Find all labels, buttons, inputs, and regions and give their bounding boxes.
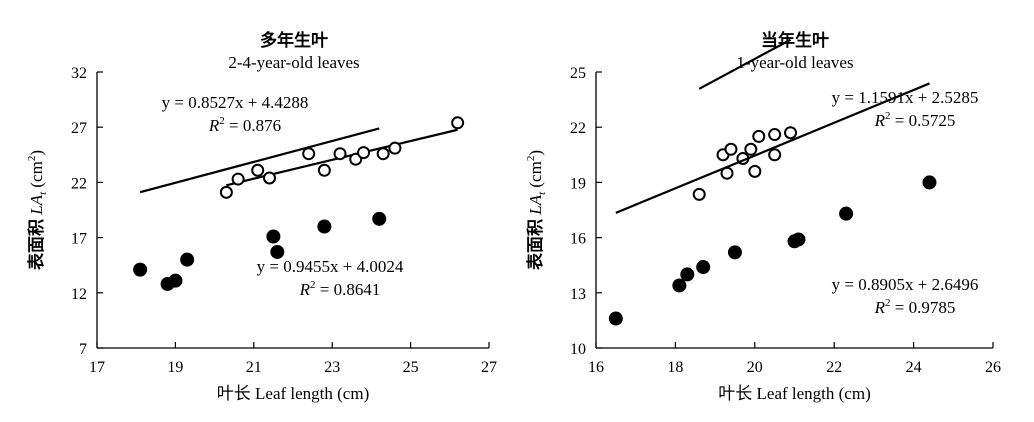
data-point bbox=[768, 128, 782, 142]
data-point bbox=[262, 171, 276, 185]
data-point bbox=[357, 146, 371, 160]
data-point bbox=[752, 129, 766, 143]
r-squared-label: R2 = 0.9785 bbox=[874, 297, 956, 317]
y-tick-label: 16 bbox=[570, 231, 586, 248]
r-squared-label: R2 = 0.876 bbox=[208, 115, 281, 135]
data-point bbox=[231, 172, 245, 186]
y-tick-label: 17 bbox=[71, 231, 87, 248]
x-tick-label: 22 bbox=[826, 359, 842, 376]
data-point bbox=[768, 148, 782, 162]
data-point bbox=[333, 147, 347, 161]
y-tick-label: 25 bbox=[570, 65, 586, 82]
x-axis-label: 叶长 Leaf length (cm) bbox=[217, 384, 369, 403]
x-axis-label: 叶长 Leaf length (cm) bbox=[718, 384, 870, 403]
data-point bbox=[317, 219, 332, 234]
chart-subtitle: 1-year-old leaves bbox=[736, 53, 853, 72]
x-tick-label: 21 bbox=[246, 359, 262, 376]
data-point bbox=[251, 163, 265, 177]
r-squared-label: R2 = 0.5725 bbox=[874, 110, 956, 130]
data-point bbox=[302, 147, 316, 161]
data-point bbox=[180, 252, 195, 267]
data-point bbox=[791, 232, 806, 247]
x-tick-label: 24 bbox=[906, 359, 922, 376]
y-tick-label: 19 bbox=[570, 175, 586, 192]
y-tick-label: 32 bbox=[71, 65, 87, 82]
trend-line bbox=[615, 82, 930, 214]
data-point bbox=[724, 142, 738, 156]
series-2: y = 0.8905x + 2.6496 R2 = 0.9785 bbox=[608, 82, 979, 326]
y-tick-label: 12 bbox=[71, 286, 87, 303]
series-1: y = 1.1591x + 2.5285 R2 = 0.5725 bbox=[692, 38, 979, 201]
data-point bbox=[219, 185, 233, 199]
regression-equation: y = 0.8905x + 2.6496 bbox=[832, 275, 979, 294]
chart-panel-1: 多年生叶 2-4-year-old leaves 17 19 21 23 25 27 7 12 17… bbox=[26, 30, 497, 403]
regression-equation: y = 0.8527x + 4.4288 bbox=[162, 93, 309, 112]
data-point bbox=[168, 273, 183, 288]
data-point bbox=[372, 211, 387, 226]
data-point bbox=[748, 164, 762, 178]
x-tick-label: 25 bbox=[403, 359, 419, 376]
data-point bbox=[266, 229, 281, 244]
series-2: y = 0.9455x + 4.0024 R2 = 0.8641 bbox=[133, 127, 404, 299]
y-tick-label: 10 bbox=[570, 341, 586, 358]
data-point bbox=[784, 126, 798, 140]
series-1: y = 0.8527x + 4.4288 R2 = 0.876 bbox=[162, 93, 465, 199]
data-point bbox=[922, 175, 937, 190]
data-point bbox=[692, 187, 706, 201]
y-axis-label: 表面积 LAt (cm2) bbox=[525, 150, 548, 270]
x-tick-label: 16 bbox=[588, 359, 604, 376]
trend-line bbox=[139, 127, 380, 194]
data-point bbox=[608, 311, 623, 326]
data-point bbox=[672, 278, 687, 293]
data-point bbox=[270, 244, 285, 259]
chart-title: 当年生叶 bbox=[761, 30, 829, 50]
x-tick-label: 23 bbox=[324, 359, 340, 376]
y-tick-label: 22 bbox=[570, 120, 586, 137]
x-tick-label: 17 bbox=[89, 359, 105, 376]
y-tick-label: 7 bbox=[79, 341, 87, 358]
trend-line bbox=[698, 38, 792, 90]
chart-subtitle: 2-4-year-old leaves bbox=[228, 53, 359, 72]
data-point bbox=[451, 116, 465, 130]
regression-equation: y = 0.9455x + 4.0024 bbox=[257, 257, 404, 276]
regression-equation: y = 1.1591x + 2.5285 bbox=[832, 88, 979, 107]
data-point bbox=[317, 163, 331, 177]
x-tick-label: 26 bbox=[985, 359, 1001, 376]
x-tick-label: 19 bbox=[167, 359, 183, 376]
x-tick-label: 20 bbox=[747, 359, 763, 376]
r-squared-label: R2 = 0.8641 bbox=[299, 279, 381, 299]
data-point bbox=[839, 206, 854, 221]
data-point bbox=[376, 147, 390, 161]
data-point bbox=[727, 245, 742, 260]
chart-title: 多年生叶 bbox=[260, 30, 328, 50]
data-point bbox=[744, 142, 758, 156]
chart-panel-2: 当年生叶 1-year-old leaves 16 18 20 22 24 26 10 13 16 1… bbox=[525, 30, 1001, 403]
y-tick-label: 13 bbox=[570, 286, 586, 303]
x-tick-label: 18 bbox=[667, 359, 683, 376]
x-tick-label: 27 bbox=[481, 359, 497, 376]
data-point bbox=[696, 260, 711, 275]
y-tick-label: 27 bbox=[71, 120, 87, 137]
data-point bbox=[388, 141, 402, 155]
y-axis-label: 表面积 LAt (cm2) bbox=[26, 150, 49, 270]
data-point bbox=[680, 267, 695, 282]
data-point bbox=[133, 262, 148, 277]
y-tick-label: 22 bbox=[71, 175, 87, 192]
